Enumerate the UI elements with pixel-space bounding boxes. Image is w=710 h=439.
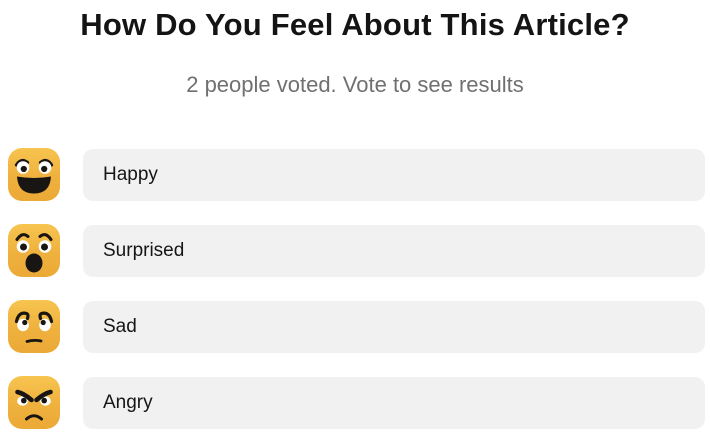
poll-option-surprised[interactable]: Surprised: [8, 224, 705, 277]
angry-answer-bar[interactable]: Angry: [83, 376, 705, 429]
option-label: Angry: [103, 391, 153, 413]
option-label: Sad: [103, 315, 137, 337]
surprised-answer-bar[interactable]: Surprised: [83, 224, 705, 277]
poll-option-sad[interactable]: Sad: [8, 300, 705, 353]
poll-title: How Do You Feel About This Article?: [80, 7, 630, 42]
poll-vote-status: 2 people voted. Vote to see results: [186, 72, 524, 97]
surprised-vote-button[interactable]: [8, 224, 60, 277]
sad-emoji-icon: [8, 300, 60, 353]
poll-option-happy[interactable]: Happy: [8, 148, 705, 201]
surprised-emoji-icon: [8, 224, 60, 277]
angry-emoji-icon: [8, 376, 60, 429]
option-label: Surprised: [103, 239, 185, 261]
option-label: Happy: [103, 163, 158, 185]
happy-vote-button[interactable]: [8, 148, 60, 201]
happy-emoji-icon: [8, 148, 60, 201]
happy-answer-bar[interactable]: Happy: [83, 148, 705, 201]
poll-options-list: Happy Surprised: [0, 148, 710, 429]
angry-vote-button[interactable]: [8, 376, 60, 429]
poll-option-angry[interactable]: Angry: [8, 376, 705, 429]
poll-widget: How Do You Feel About This Article? 2 pe…: [0, 4, 710, 429]
sad-answer-bar[interactable]: Sad: [83, 300, 705, 353]
sad-vote-button[interactable]: [8, 300, 60, 353]
